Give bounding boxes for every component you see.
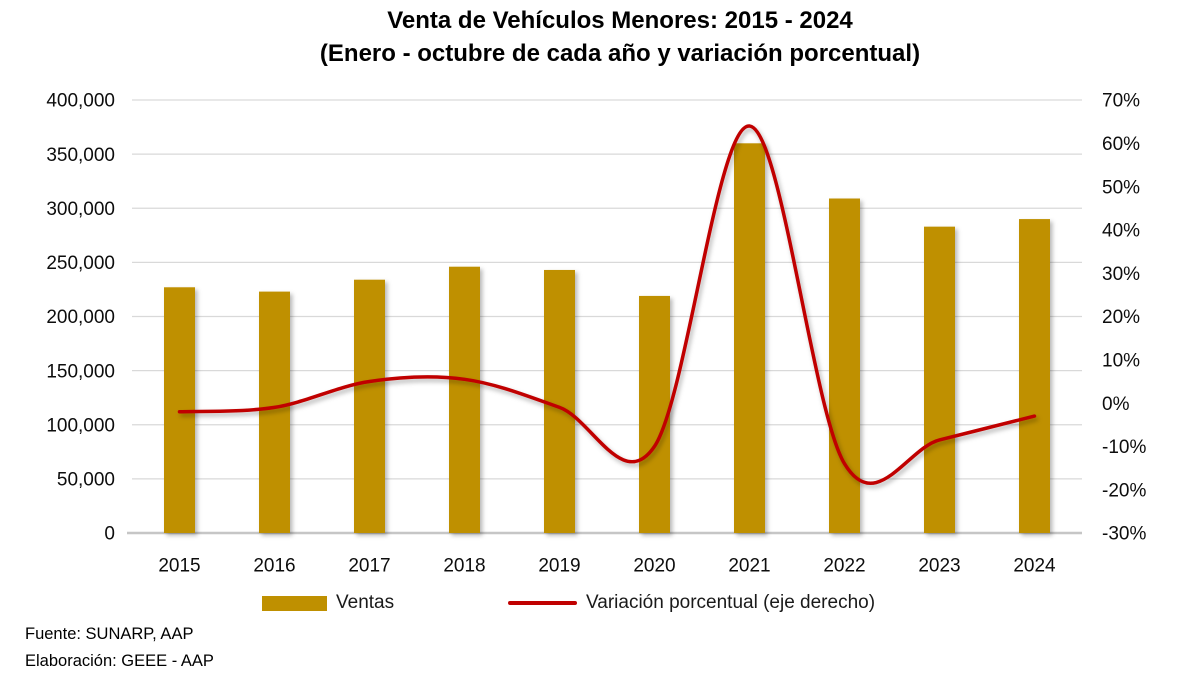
x-axis-tick-label: 2024 (1013, 556, 1056, 577)
chart-title-line1: Venta de Vehículos Menores: 2015 - 2024 (387, 7, 853, 34)
x-axis-tick-label: 2021 (728, 556, 770, 577)
chart-title: Venta de Vehículos Menores: 2015 - 2024 … (40, 4, 1200, 70)
elaboracion-line: Elaboración: GEEE - AAP (25, 652, 214, 670)
right-axis-tick-label: 40% (1102, 221, 1140, 242)
left-axis-tick-label: 400,000 (46, 91, 115, 112)
left-axis-tick-label: 100,000 (46, 415, 115, 436)
ventas-swatch (262, 595, 327, 611)
right-axis-tick-label: 0% (1102, 394, 1130, 415)
right-axis-tick-label: 20% (1102, 307, 1140, 328)
bar-2019 (544, 269, 575, 533)
left-axis-tick-label: 200,000 (46, 307, 115, 328)
right-axis-tick-label: -20% (1102, 480, 1146, 501)
left-axis-tick-label: 250,000 (46, 253, 115, 274)
left-axis-tick-label: 50,000 (57, 470, 115, 491)
right-axis-tick-label: 10% (1102, 350, 1140, 371)
right-axis-tick-label: 50% (1102, 177, 1140, 198)
right-axis-tick-label: 30% (1102, 264, 1140, 285)
right-axis-tick-label: 70% (1102, 91, 1140, 112)
bar-2023 (924, 226, 955, 533)
x-axis-tick-label: 2020 (633, 556, 675, 577)
x-axis-tick-label: 2022 (823, 556, 865, 577)
left-axis-tick-label: 350,000 (46, 145, 115, 166)
right-axis-tick-label: 60% (1102, 134, 1140, 155)
source-footer: Fuente: SUNARP, AAP Elaboración: GEEE - … (25, 621, 214, 675)
legend-item-variacion: Variación porcentual (eje derecho) (508, 592, 875, 614)
bar-2022 (829, 198, 860, 533)
right-axis-tick-label: -10% (1102, 437, 1146, 458)
bar-2024 (1019, 219, 1050, 533)
fuente-line: Fuente: SUNARP, AAP (25, 625, 194, 643)
legend-item-ventas: Ventas (262, 592, 394, 614)
ventas-legend-label: Ventas (336, 592, 395, 613)
right-axis-tick-label: -30% (1102, 524, 1146, 545)
x-axis-tick-label: 2023 (918, 556, 960, 577)
bar-2017 (354, 279, 385, 533)
variacion-line (177, 124, 1037, 485)
left-axis-tick-label: 150,000 (46, 361, 115, 382)
x-axis-tick-label: 2019 (538, 556, 580, 577)
bar-2020 (639, 295, 670, 533)
left-axis-tick-label: 300,000 (46, 199, 115, 220)
bar-2021 (734, 143, 765, 534)
variacion-swatch (508, 601, 577, 605)
variacion-legend-label: Variación porcentual (eje derecho) (586, 592, 876, 613)
x-axis-tick-label: 2016 (253, 556, 295, 577)
bar-2016 (259, 291, 290, 533)
bar-2018 (449, 266, 480, 533)
left-axis-tick-label: 0 (104, 524, 115, 545)
x-axis-tick-label: 2018 (443, 556, 485, 577)
x-axis-tick-label: 2017 (348, 556, 390, 577)
x-axis-tick-label: 2015 (158, 556, 200, 577)
chart-title-line2: (Enero - octubre de cada año y variación… (319, 40, 921, 67)
